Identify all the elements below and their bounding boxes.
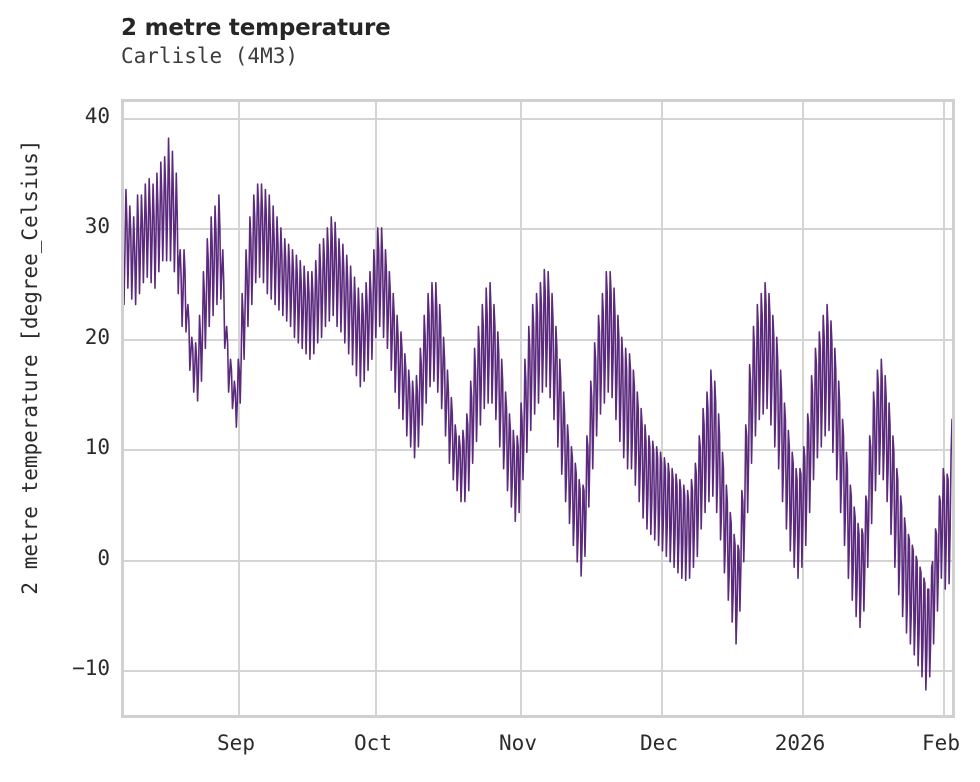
series-polyline xyxy=(124,137,952,691)
plot-area xyxy=(121,99,955,718)
gridline-horizontal xyxy=(124,449,952,452)
y-tick-label-5: −10 xyxy=(72,656,110,681)
x-tick-label-2: Nov xyxy=(499,731,537,755)
title-block: 2 metre temperature Carlisle (4M3) xyxy=(121,14,821,70)
gridline-horizontal xyxy=(124,559,952,562)
gridline-horizontal xyxy=(124,117,952,120)
gridline-vertical xyxy=(375,102,377,715)
gridline-horizontal xyxy=(124,670,952,673)
gridline-horizontal xyxy=(124,228,952,231)
x-tick-label-3: Dec xyxy=(640,731,678,755)
x-tick-label-0: Sep xyxy=(217,731,255,755)
y-axis-ticks: 40 30 20 10 0 −10 xyxy=(30,0,110,782)
y-tick-label-2: 20 xyxy=(84,324,110,349)
page-title: 2 metre temperature xyxy=(121,15,391,41)
plot-inner xyxy=(124,102,952,715)
gridline-vertical xyxy=(943,102,945,715)
y-tick-label-0: 40 xyxy=(84,103,110,128)
y-axis-label: 2 metre temperature [degree_Celsius] xyxy=(18,139,42,595)
chart-subtitle: Carlisle (4M3) xyxy=(121,44,299,68)
temperature-series xyxy=(124,137,952,691)
y-tick-label-1: 30 xyxy=(84,214,110,239)
x-tick-label-1: Oct xyxy=(354,731,392,755)
y-tick-label-4: 0 xyxy=(97,545,110,570)
gridline-vertical xyxy=(802,102,804,715)
y-tick-label-3: 10 xyxy=(84,435,110,460)
x-tick-label-5: Feb xyxy=(922,731,960,755)
gridline-vertical xyxy=(238,102,240,715)
gridline-vertical xyxy=(661,102,663,715)
x-tick-label-4: 2026 xyxy=(774,731,826,755)
